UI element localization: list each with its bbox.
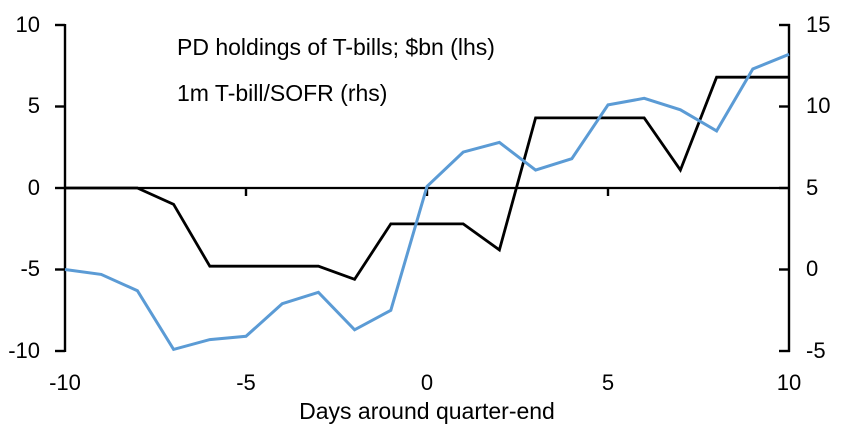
y-left-tick-5: 5 — [27, 93, 40, 118]
y-left-tick-10: 10 — [15, 12, 40, 37]
x-axis-title: Days around quarter-end — [299, 398, 555, 424]
legend-label-tbill-sofr: 1m T-bill/SOFR (rhs) — [177, 80, 388, 106]
x-tick-10: 10 — [776, 370, 802, 395]
series-line-tbill-sofr — [64, 52, 790, 352]
legend-item-pd-holdings: PD holdings of T-bills; $bn (lhs) — [102, 33, 495, 61]
legend: PD holdings of T-bills; $bn (lhs) 1m T-b… — [102, 33, 495, 125]
legend-line-blue-icon — [102, 92, 167, 95]
y-right-tick-0: 0 — [806, 256, 819, 281]
y-right-tick-5: 5 — [806, 175, 819, 200]
legend-label-pd-holdings: PD holdings of T-bills; $bn (lhs) — [177, 34, 495, 60]
y-left-tick--10: -10 — [8, 338, 40, 363]
y-left-tick-0: 0 — [27, 175, 40, 200]
x-tick-5: 5 — [601, 370, 615, 395]
y-right-tick--5: -5 — [806, 338, 826, 363]
legend-line-black-icon — [102, 46, 167, 49]
legend-item-tbill-sofr: 1m T-bill/SOFR (rhs) — [102, 79, 495, 107]
series-line-pd-holdings — [65, 75, 789, 281]
y-left-tick--5: -5 — [20, 256, 40, 281]
y-right-tick-15: 15 — [806, 12, 831, 37]
y-right-tick-10: 10 — [806, 93, 831, 118]
x-tick--5: -5 — [236, 370, 256, 395]
x-tick--10: -10 — [49, 370, 81, 395]
x-tick-0: 0 — [420, 370, 434, 395]
